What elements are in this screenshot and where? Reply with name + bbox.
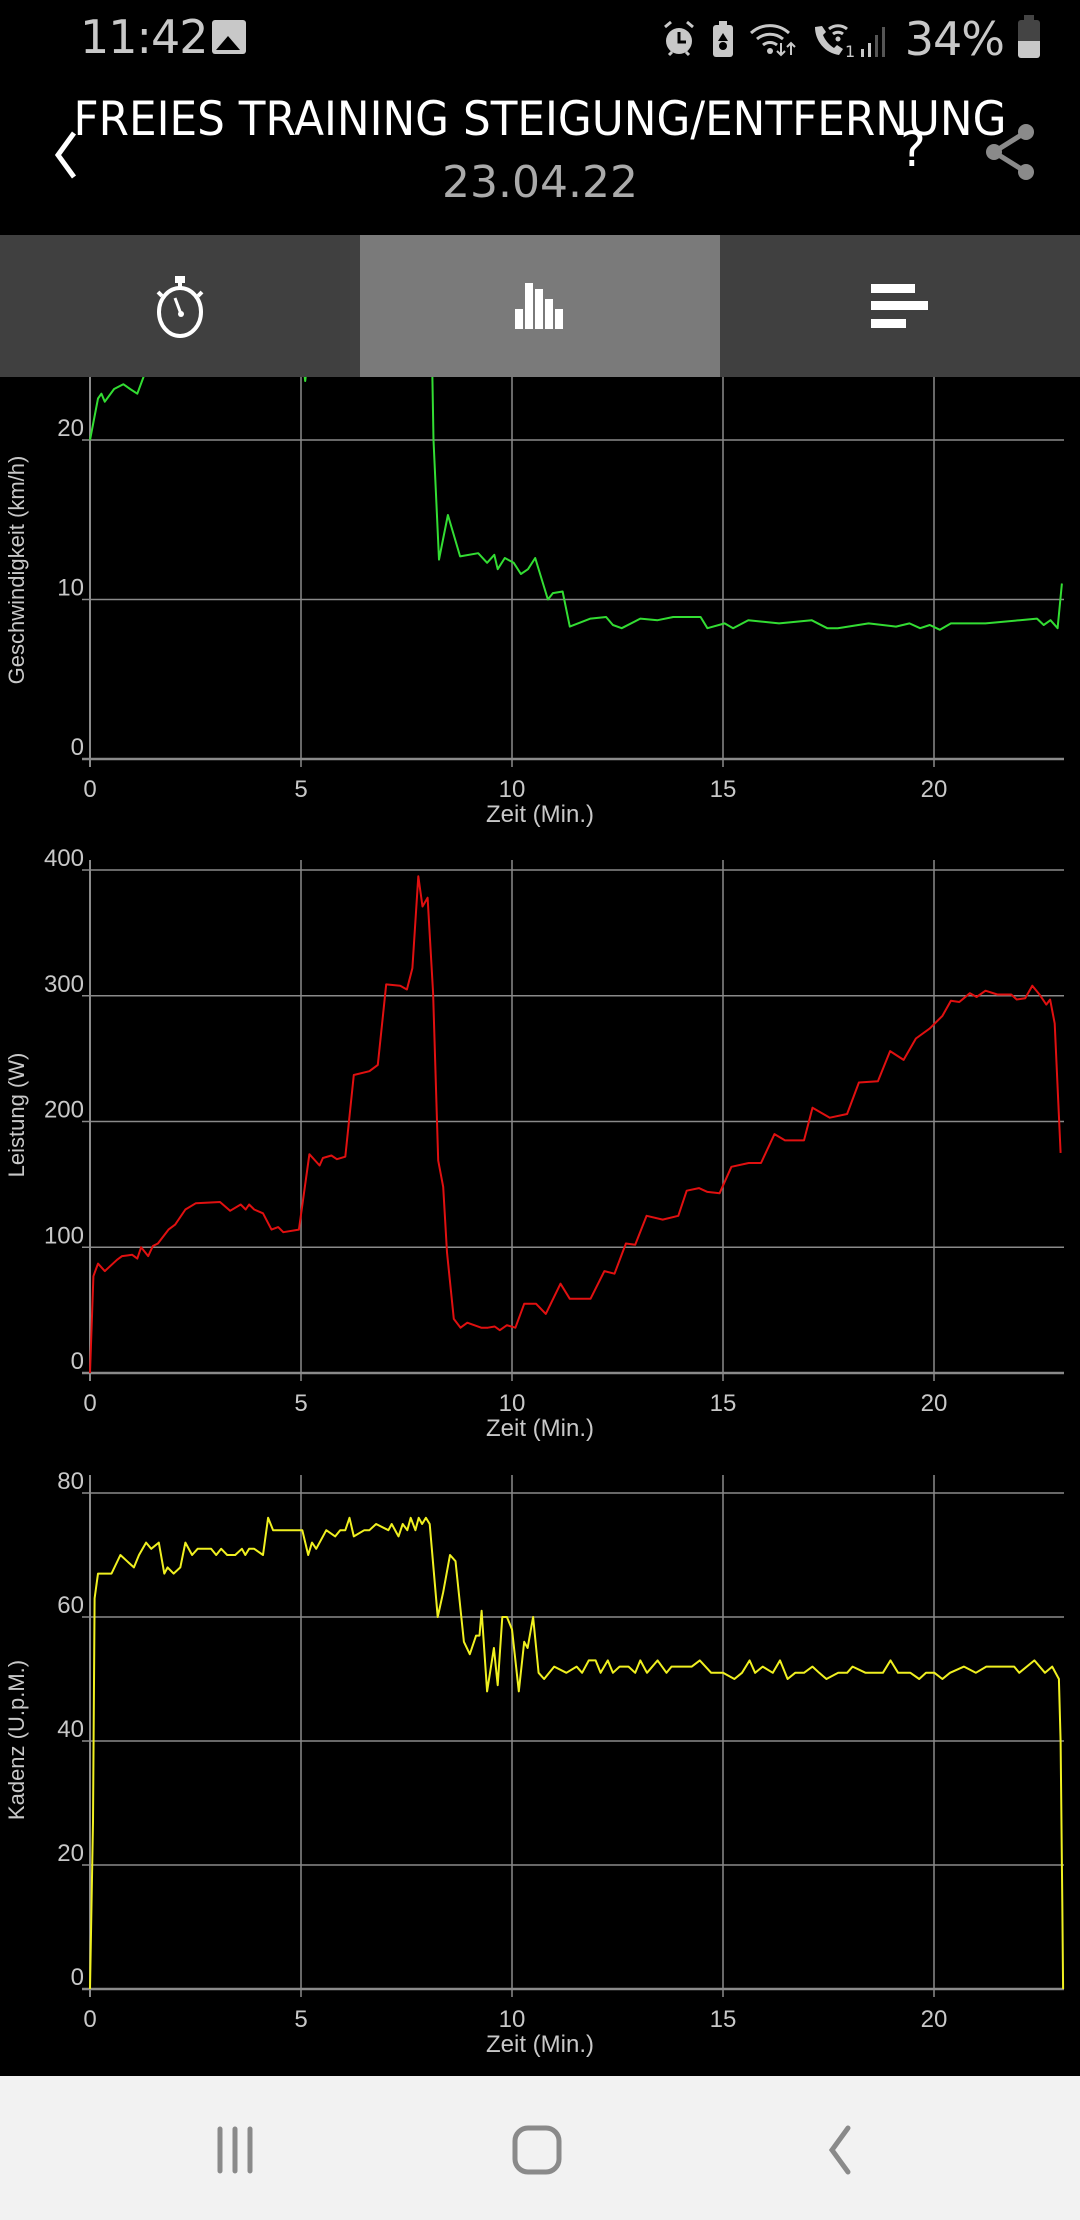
recent-apps-icon — [217, 2126, 253, 2174]
share-icon[interactable] — [980, 122, 1040, 182]
x-tick-label: 0 — [83, 1390, 96, 1417]
x-tick-label: 10 — [499, 1390, 526, 1417]
gallery-notification-icon — [212, 20, 246, 54]
list-icon — [871, 284, 928, 328]
x-axis-label: Zeit (Min.) — [486, 2031, 594, 2058]
y-tick-label: 300 — [44, 971, 84, 998]
series-line-kadenz — [89, 1516, 1065, 1990]
y-tick-label: 400 — [44, 845, 84, 872]
home-icon — [512, 2125, 562, 2175]
x-tick-label: 5 — [294, 2006, 307, 2033]
y-tick-label: 0 — [71, 1964, 84, 1991]
y-tick-label: 10 — [57, 575, 84, 602]
battery-saver-icon — [712, 21, 733, 57]
y-axis-label: Geschwindigkeit (km/h) — [4, 456, 29, 685]
battery-icon — [1018, 15, 1040, 58]
status-icons: 1 34% — [661, 12, 1040, 66]
back-button[interactable] — [800, 2120, 880, 2180]
system-nav-bar — [0, 2076, 1080, 2220]
app-bar: FREIES TRAINING STEIGUNG/ENTFERNUNG 23.0… — [0, 72, 1080, 235]
x-tick-label: 5 — [294, 776, 307, 803]
wifi-calling-signal-icon: 1 — [814, 24, 885, 59]
back-chevron-icon[interactable] — [50, 127, 90, 187]
training-date: 23.04.22 — [442, 157, 638, 208]
wifi-icon — [749, 24, 796, 57]
battery-percent: 34% — [904, 12, 1005, 66]
bar-chart-icon — [515, 283, 563, 329]
tab-details[interactable] — [720, 235, 1080, 377]
status-bar: 11:42 1 34% — [0, 0, 1080, 72]
stopwatch-icon — [156, 276, 204, 338]
y-tick-label: 20 — [57, 1840, 84, 1867]
x-tick-label: 20 — [921, 1390, 948, 1417]
tab-charts[interactable] — [360, 235, 720, 377]
y-tick-label: 40 — [57, 1716, 84, 1743]
page-title: FREIES TRAINING STEIGUNG/ENTFERNUNG — [73, 92, 1007, 147]
x-tick-label: 15 — [710, 776, 737, 803]
x-tick-label: 15 — [710, 2006, 737, 2033]
x-tick-label: 10 — [499, 776, 526, 803]
y-tick-label: 0 — [71, 734, 84, 761]
x-tick-label: 10 — [499, 2006, 526, 2033]
tab-bar — [0, 235, 1080, 377]
y-tick-label: 100 — [44, 1222, 84, 1249]
y-tick-label: 200 — [44, 1097, 84, 1124]
y-tick-label: 0 — [71, 1348, 84, 1375]
home-button[interactable] — [497, 2120, 577, 2180]
x-tick-label: 15 — [710, 1390, 737, 1417]
x-tick-label: 0 — [83, 776, 96, 803]
x-tick-label: 0 — [83, 2006, 96, 2033]
svg-text:1: 1 — [845, 42, 855, 59]
alarm-icon — [663, 20, 694, 57]
x-tick-label: 5 — [294, 1390, 307, 1417]
help-button[interactable]: ? — [900, 122, 926, 178]
recent-apps-button[interactable] — [195, 2120, 275, 2180]
status-time: 11:42 — [80, 10, 209, 64]
y-tick-label: 20 — [57, 415, 84, 442]
tab-summary[interactable] — [0, 235, 360, 377]
y-tick-label: 60 — [57, 1592, 84, 1619]
x-axis-label: Zeit (Min.) — [486, 801, 594, 828]
x-axis-label: Zeit (Min.) — [486, 1415, 594, 1442]
y-axis-label: Leistung (W) — [4, 1053, 29, 1178]
series-line-geschwindigkeit — [89, 343, 1063, 631]
y-tick-label: 80 — [57, 1468, 84, 1495]
x-tick-label: 20 — [921, 776, 948, 803]
x-tick-label: 20 — [921, 2006, 948, 2033]
y-axis-label: Kadenz (U.p.M.) — [4, 1660, 29, 1820]
series-line-leistung — [89, 875, 1062, 1374]
back-icon — [828, 2125, 851, 2175]
